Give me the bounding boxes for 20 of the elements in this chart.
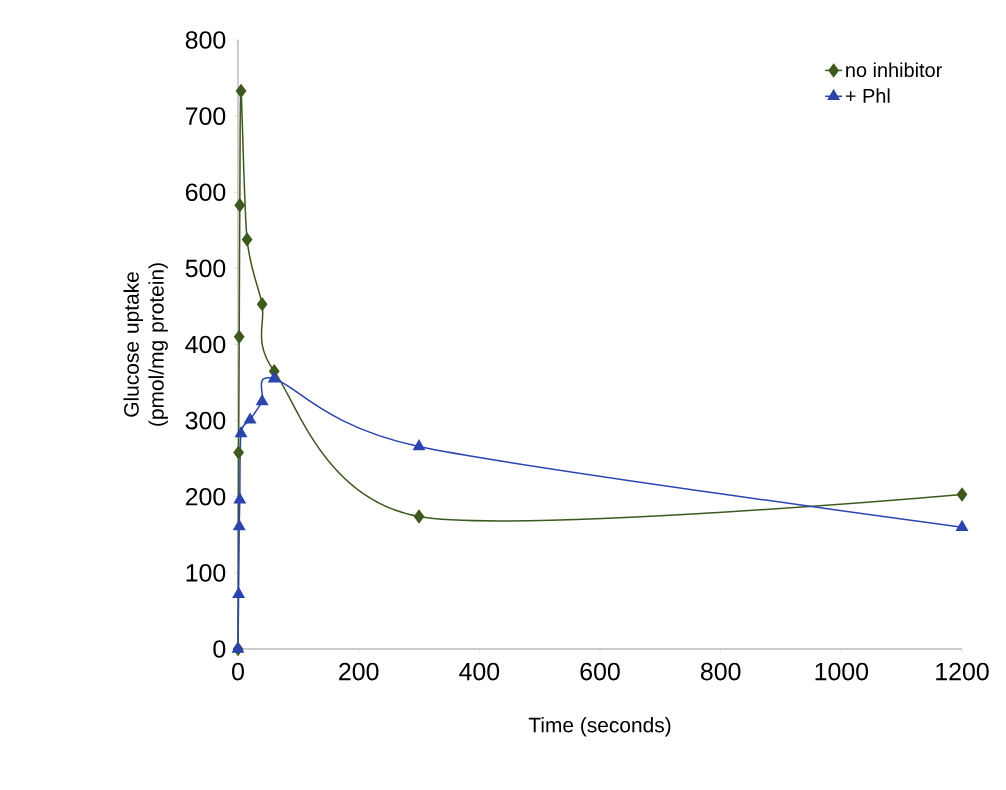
x-tick-label: 1000 <box>815 662 869 681</box>
y-axis-title: Glucose uptake (pmol/mg protein) <box>123 263 168 426</box>
legend-label: no inhibitor <box>846 62 942 78</box>
x-tick-label: 600 <box>580 662 620 681</box>
y-tick-label: 700 <box>185 107 226 125</box>
x-tick-label: 200 <box>339 662 379 681</box>
y-tick-label: 500 <box>185 259 226 278</box>
y-tick-label: 400 <box>185 335 226 354</box>
legend-label: + Phl <box>845 88 890 103</box>
y-tick-label: 300 <box>185 411 226 430</box>
y-tick-label: 100 <box>186 564 226 582</box>
x-tick-label: 800 <box>700 662 741 681</box>
x-tick-label: 0 <box>232 662 244 681</box>
y-tick-label: 200 <box>185 487 226 506</box>
x-axis-title: Time (seconds) <box>528 717 671 737</box>
y-tick-label: 800 <box>185 31 226 49</box>
y-tick-label: 0 <box>213 640 226 658</box>
y-tick-label: 600 <box>185 183 226 202</box>
x-tick-label: 1200 <box>936 662 989 681</box>
x-tick-label: 400 <box>459 662 500 681</box>
